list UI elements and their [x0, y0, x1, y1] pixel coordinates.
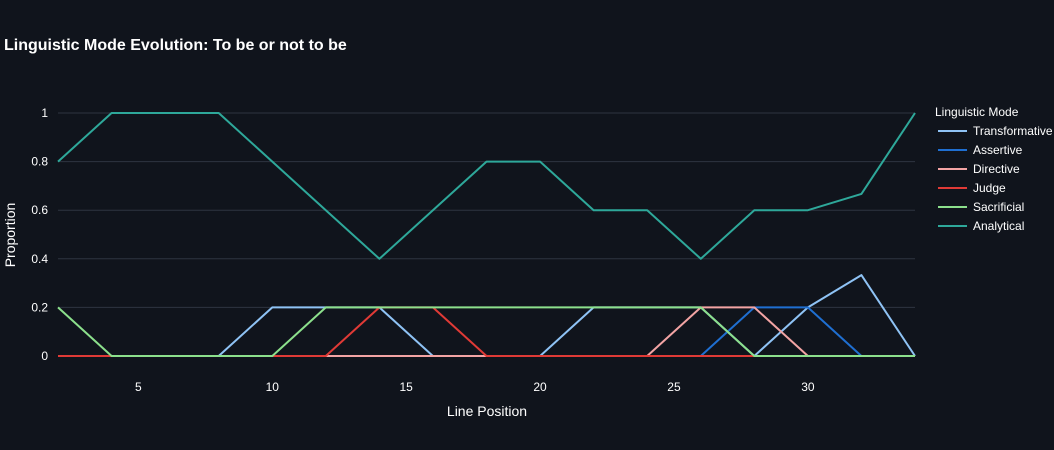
x-axis-ticks: 5 10 15 20 25 30: [135, 380, 815, 394]
series-line-analytical[interactable]: [57, 112, 916, 260]
y-tick-label: 0.2: [31, 300, 48, 314]
y-tick-label: 0.4: [31, 252, 48, 266]
legend-label: Analytical: [973, 219, 1024, 233]
legend[interactable]: Linguistic Mode Transformative Assertive D…: [935, 105, 1053, 233]
legend-item-analytical[interactable]: Analytical: [938, 219, 1024, 233]
chart-title: Linguistic Mode Evolution: To be or not …: [4, 37, 347, 54]
legend-label: Judge: [973, 181, 1006, 195]
x-tick-label: 5: [135, 380, 142, 394]
x-axis-title: Line Position: [447, 403, 527, 419]
y-axis-ticks: 0 0.2 0.4 0.6 0.8 1: [31, 106, 48, 363]
y-axis-title: Proportion: [2, 203, 18, 268]
series-line-judge[interactable]: [58, 306, 915, 357]
series-line-sacrificial[interactable]: [57, 306, 915, 357]
legend-title: Linguistic Mode: [935, 105, 1019, 119]
series-lines: [57, 112, 916, 357]
legend-label: Transformative: [973, 124, 1053, 138]
legend-label: Directive: [973, 162, 1020, 176]
legend-label: Sacrificial: [973, 200, 1024, 214]
legend-item-transformative[interactable]: Transformative: [938, 124, 1053, 138]
legend-item-directive[interactable]: Directive: [938, 162, 1020, 176]
y-tick-label: 0.8: [31, 155, 48, 169]
y-tick-label: 1: [41, 106, 48, 120]
x-tick-label: 15: [399, 380, 413, 394]
legend-item-assertive[interactable]: Assertive: [938, 143, 1023, 157]
legend-item-sacrificial[interactable]: Sacrificial: [938, 200, 1024, 214]
x-tick-label: 10: [266, 380, 280, 394]
series-line-directive[interactable]: [58, 306, 915, 357]
x-tick-label: 25: [667, 380, 681, 394]
x-tick-label: 20: [533, 380, 547, 394]
legend-item-judge[interactable]: Judge: [938, 181, 1006, 195]
y-tick-label: 0: [41, 349, 48, 363]
series-line-assertive[interactable]: [58, 306, 915, 357]
legend-label: Assertive: [973, 143, 1023, 157]
series-line-transformative[interactable]: [58, 274, 916, 357]
x-tick-label: 30: [801, 380, 815, 394]
y-tick-label: 0.6: [31, 203, 48, 217]
